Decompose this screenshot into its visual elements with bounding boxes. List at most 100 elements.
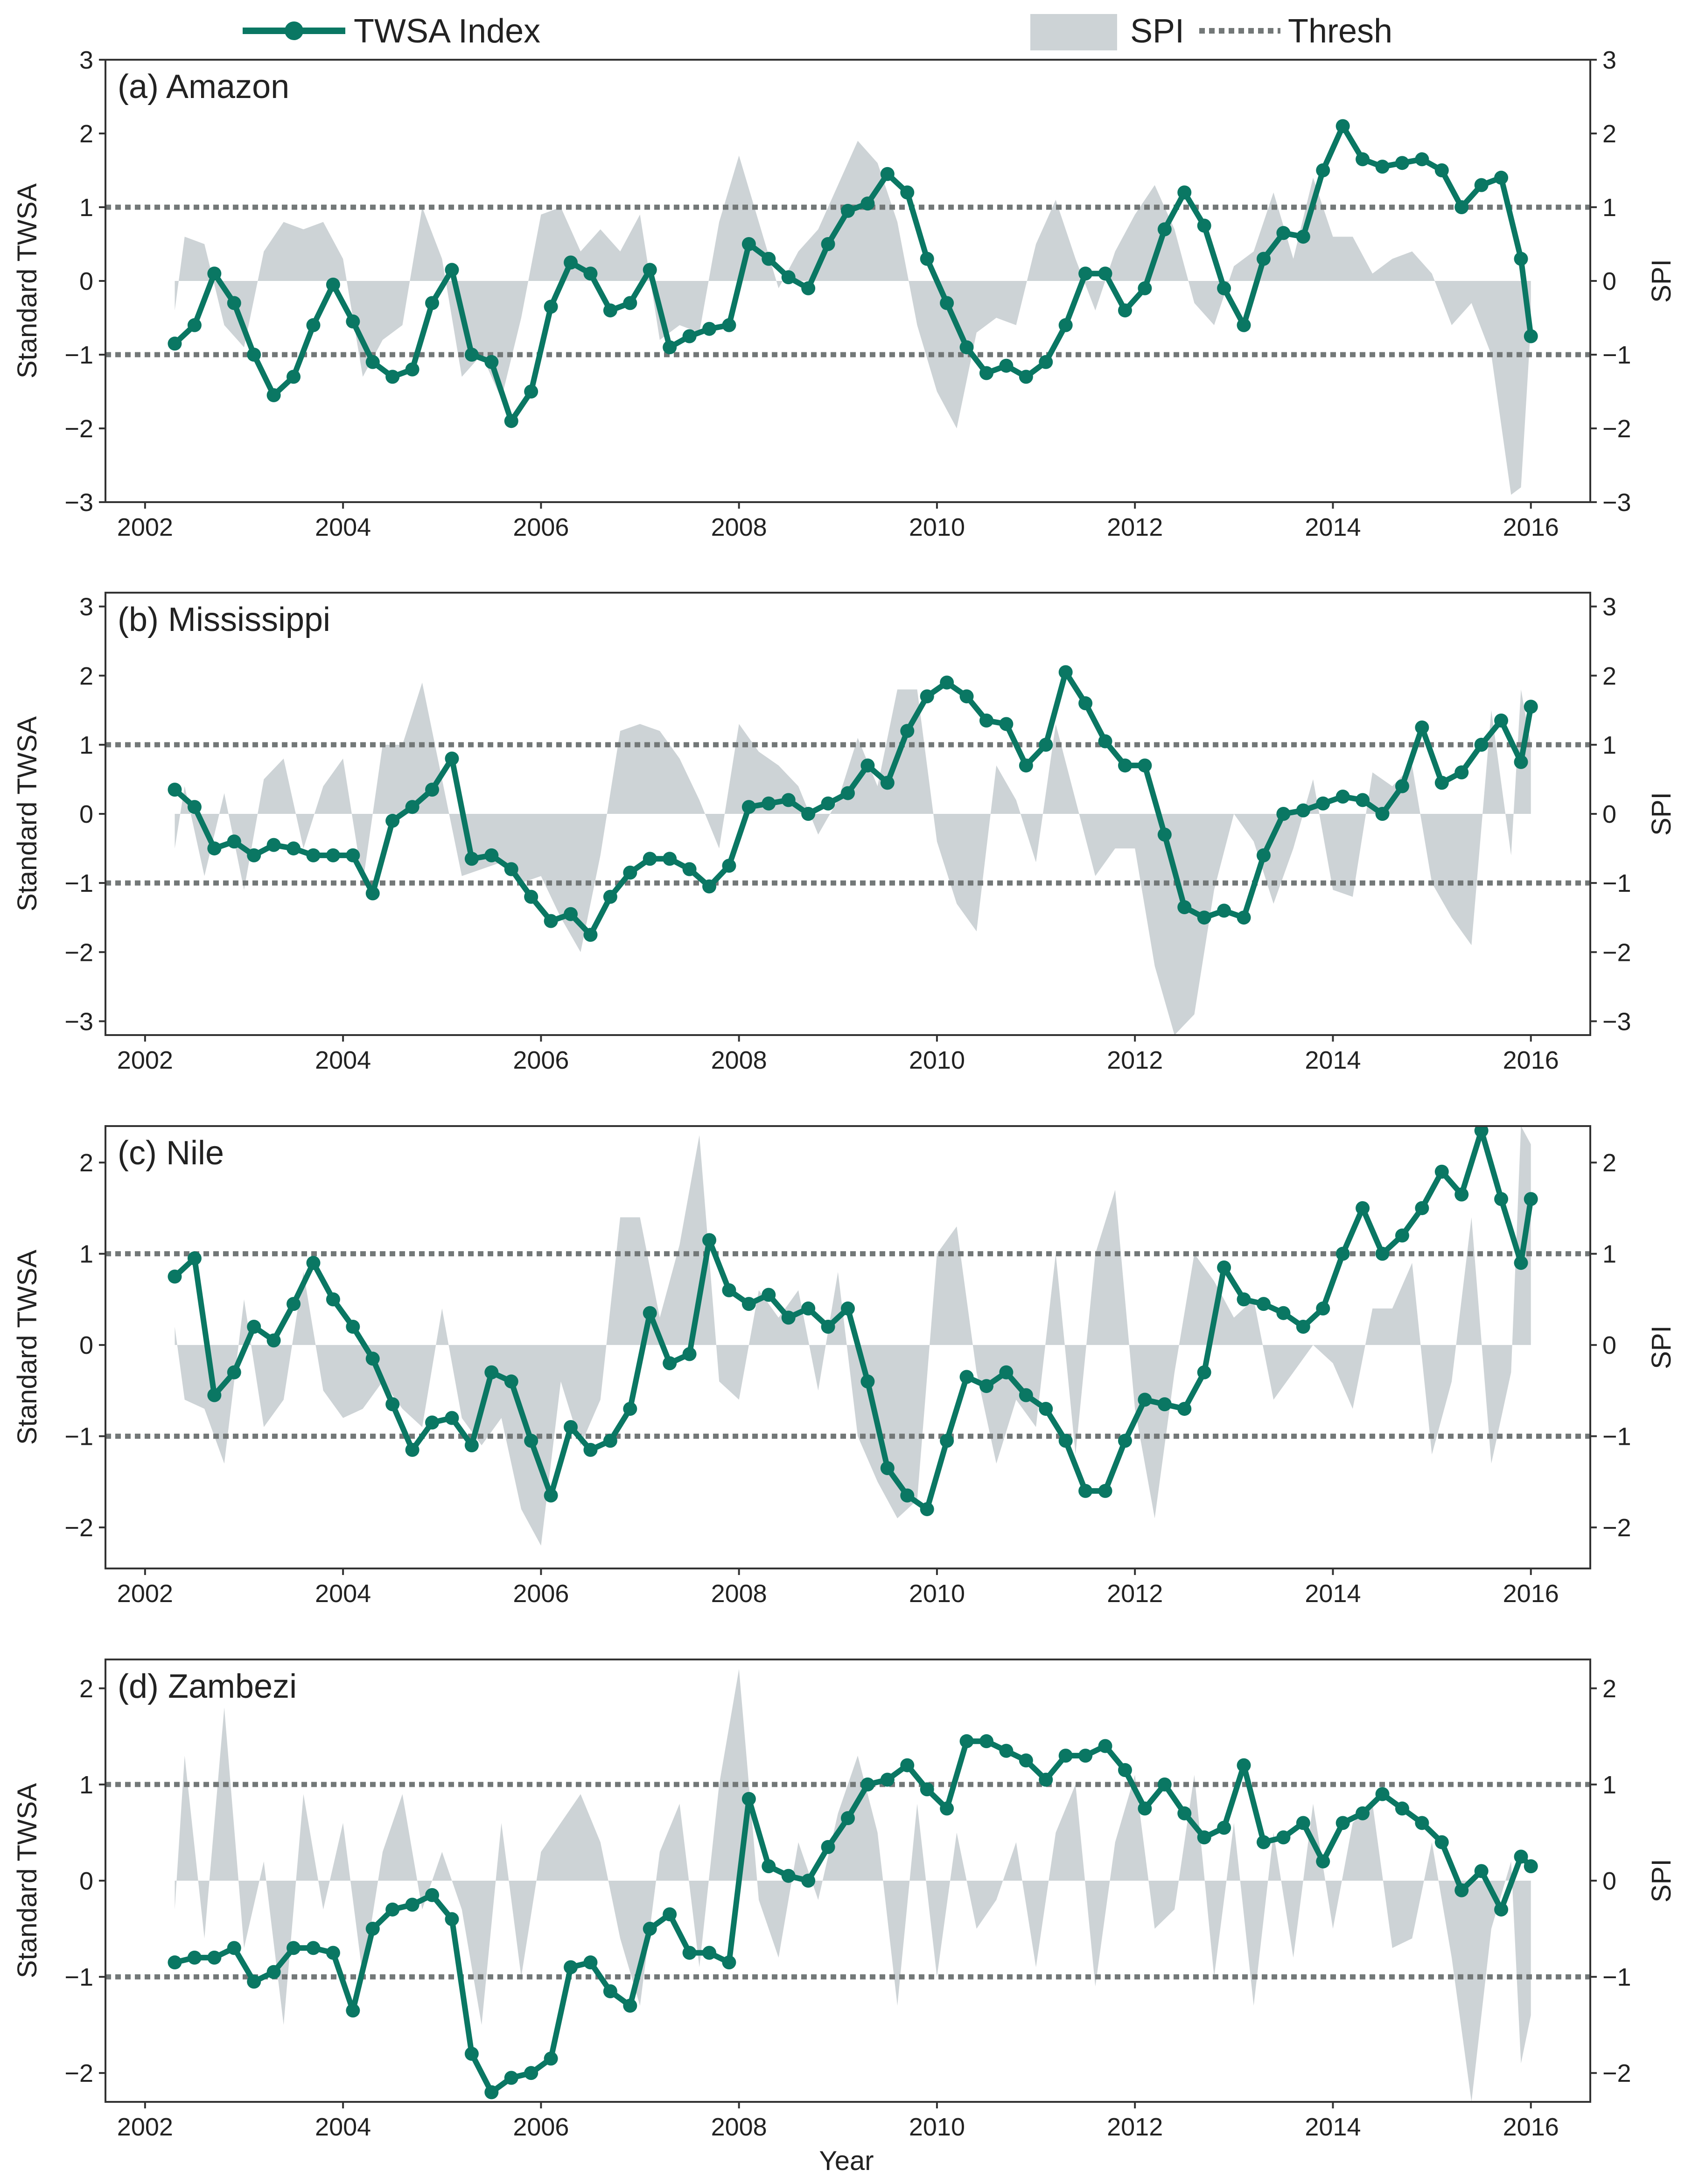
twsa-point [504,862,518,876]
twsa-point [1019,1753,1033,1768]
y-tick-label-left: −1 [64,1423,93,1451]
twsa-point [1335,789,1350,804]
twsa-point [940,1801,954,1816]
twsa-point [1415,720,1429,735]
twsa-point [1454,1883,1469,1897]
twsa-point [841,1301,855,1316]
twsa-point [959,340,974,355]
twsa-point [801,1301,816,1316]
twsa-point [365,886,380,901]
x-tick-label: 2014 [1305,2113,1361,2141]
twsa-point [1335,119,1350,133]
x-tick-label: 2006 [513,1046,569,1074]
y-tick-label-left: −3 [64,489,93,517]
twsa-point [1296,1816,1310,1830]
y-tick-label-left: −1 [64,341,93,369]
twsa-point [722,1955,736,1970]
twsa-point [346,848,360,862]
twsa-point [1524,329,1538,343]
twsa-point [564,255,578,270]
twsa-line [173,1127,1534,1512]
twsa-point [168,336,182,351]
twsa-point [464,852,479,866]
twsa-point [1316,163,1330,177]
legend: TWSA Index SPI Thresh [243,13,1392,50]
y-tick-label-left: 0 [79,267,93,295]
twsa-point [1177,1806,1192,1820]
twsa-point [544,1488,558,1503]
legend-spi-swatch-icon [1030,14,1117,50]
twsa-point [1276,1306,1291,1320]
twsa-point [643,1306,657,1320]
twsa-point [1237,1758,1251,1772]
twsa-point [880,1772,895,1787]
twsa-point [385,813,400,828]
twsa-point [1395,779,1409,793]
x-tick-label: 2010 [909,513,965,541]
twsa-point [1039,737,1053,752]
legend-twsa-marker-icon [285,21,303,40]
y-tick-label-right: 1 [1602,194,1616,222]
twsa-point [801,281,816,295]
twsa-point [999,358,1014,373]
spi-area [175,1669,1531,2102]
y-tick-label-right: 1 [1602,1240,1616,1268]
twsa-point [425,296,440,310]
twsa-point [326,1946,340,1960]
y-tick-label-right: 1 [1602,1771,1616,1799]
twsa-point [227,834,241,849]
twsa-point [1335,1246,1350,1261]
twsa-point [1177,900,1192,914]
panel-title: (a) Amazon [118,68,289,105]
twsa-point [1237,910,1251,925]
twsa-point [306,318,321,332]
twsa-point [603,889,617,904]
twsa-point [346,314,360,329]
twsa-point [1434,1835,1449,1849]
y-axis-title-right: SPI [1646,1859,1677,1903]
twsa-point [841,1811,855,1826]
twsa-point [643,852,657,866]
y-axis-title-left: Standard TWSA [12,183,42,378]
twsa-point [385,1902,400,1917]
twsa-point [1039,1772,1053,1787]
y-tick-label-left: 0 [79,1331,93,1359]
twsa-point [1078,1749,1093,1763]
y-axis-title-left: Standard TWSA [12,1783,42,1978]
twsa-point [1098,1484,1112,1498]
twsa-point [405,362,420,377]
twsa-point [504,2071,518,2085]
twsa-point [365,1922,380,1936]
x-tick-label: 2004 [315,1046,371,1074]
y-axis-title-left: Standard TWSA [12,716,42,911]
y-tick-label-right: −3 [1602,1008,1631,1036]
twsa-point [1356,1201,1370,1215]
twsa-point [1157,827,1172,842]
twsa-point [781,270,796,285]
twsa-point [247,1974,261,1989]
twsa-point [1256,1297,1271,1311]
x-tick-label: 2014 [1305,1046,1361,1074]
twsa-point [1058,318,1073,332]
twsa-point [346,2003,360,2018]
twsa-point [445,263,459,277]
y-tick-label-right: 0 [1602,1331,1616,1359]
twsa-point [1118,758,1132,773]
twsa-point [762,252,776,266]
y-tick-label-left: 2 [79,1675,93,1703]
twsa-point [524,889,538,904]
twsa-point [326,848,340,862]
y-tick-label-right: 2 [1602,662,1616,690]
twsa-point [266,1333,281,1348]
y-tick-label-left: 0 [79,1867,93,1895]
twsa-point [207,1388,222,1402]
twsa-point [1177,1401,1192,1416]
spi-area [175,682,1531,1035]
twsa-point [287,370,301,384]
twsa-point [1138,1801,1152,1816]
x-tick-label: 2014 [1305,1580,1361,1608]
twsa-point [722,859,736,873]
twsa-point [1078,696,1093,710]
twsa-point [1454,1187,1469,1202]
y-axis-title-right: SPI [1646,259,1677,303]
